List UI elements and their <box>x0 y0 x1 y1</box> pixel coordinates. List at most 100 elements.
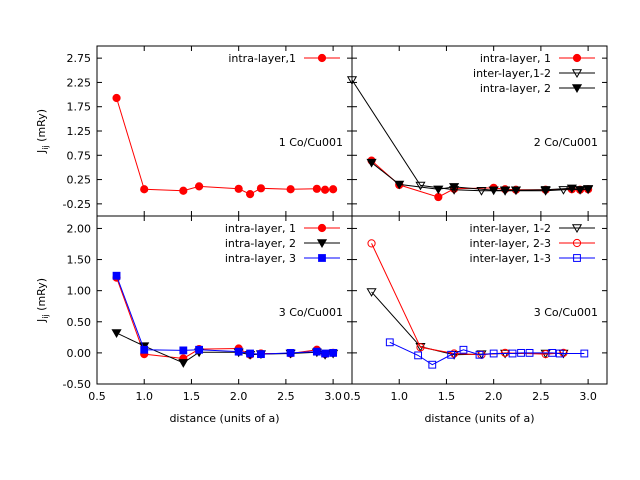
legend-marker <box>571 224 583 233</box>
series-line <box>389 341 585 366</box>
y-tick-label: -0.50 <box>63 378 91 391</box>
data-point <box>320 185 330 194</box>
series-intra-layer-2 <box>366 158 594 196</box>
panel-3co-intra: 2.00 1.50 1.00 0.50 0.00 -0.500.5 1.0 1.5 2.0 2.5… <box>35 215 353 425</box>
x-tick-label: 1.0 <box>135 390 153 403</box>
x-axis-label: distance (units of a) <box>169 412 279 425</box>
legend-marker <box>572 53 582 63</box>
x-tick-label: 1.0 <box>390 390 408 403</box>
data-point <box>246 349 254 358</box>
series-inter-layer-1-3 <box>385 338 589 369</box>
data-point <box>415 181 426 191</box>
data-point <box>367 239 376 248</box>
data-point <box>489 349 498 358</box>
y-tick-label: 2.75 <box>67 52 92 65</box>
y-tick-label: -0.25 <box>63 198 91 211</box>
data-point <box>583 185 594 194</box>
data-point <box>555 349 564 358</box>
legend-label: intra-layer, 1 <box>480 52 551 65</box>
data-point <box>540 186 551 195</box>
data-point <box>179 346 188 355</box>
legend-marker <box>316 239 328 248</box>
data-point <box>459 345 468 354</box>
data-point <box>548 348 557 357</box>
y-tick-label: 2.00 <box>67 222 92 235</box>
data-point <box>112 271 121 280</box>
y-axis-label: Jij (mRy) <box>35 109 50 154</box>
panel-annotation: 1 Co/Cu001 <box>279 136 343 149</box>
legend-marker <box>318 254 326 262</box>
legend-label: inter-layer, 1-3 <box>470 252 551 265</box>
y-tick-label: 1.25 <box>67 125 92 138</box>
data-point <box>525 348 534 357</box>
x-tick-label: 3.0 <box>324 390 342 403</box>
data-point <box>414 351 423 360</box>
legend-label: intra-layer, 3 <box>225 252 296 265</box>
legend-marker <box>573 254 581 262</box>
data-point <box>112 93 121 103</box>
panel-2co: 2 Co/Cu001 intra-layer, 1 inter-layer,1-2 i… <box>346 45 608 217</box>
data-point <box>346 76 358 85</box>
y-tick-label: 1.75 <box>67 101 92 114</box>
data-point <box>140 185 149 194</box>
legend-marker <box>571 69 583 78</box>
y-tick-label: 1.50 <box>67 254 92 267</box>
legend-marker <box>317 53 327 63</box>
data-point <box>257 350 265 359</box>
panel-annotation: 2 Co/Cu001 <box>534 136 598 149</box>
x-tick-label: 2.5 <box>532 390 550 403</box>
data-point <box>475 350 484 359</box>
data-point <box>500 186 511 196</box>
data-point <box>140 345 149 354</box>
legend-label: inter-layer, 2-3 <box>470 237 551 250</box>
data-point <box>385 338 394 347</box>
legend-label: intra-layer, 2 <box>225 237 296 250</box>
data-point <box>366 158 377 168</box>
y-tick-label: 1.00 <box>67 285 92 298</box>
panel-1co: 2.75 2.25 1.75 1.25 0.75 0.25 -0.25 Jij (mRy) 1 … <box>35 45 353 217</box>
data-point <box>256 184 266 193</box>
legend-label: intra-layer, 2 <box>480 82 551 95</box>
data-point <box>195 345 203 354</box>
x-tick-label: 0.5 <box>343 390 361 403</box>
data-point <box>111 329 122 338</box>
legend-marker <box>571 84 583 93</box>
x-tick-label: 2.0 <box>230 390 248 403</box>
data-point <box>179 186 188 195</box>
data-point <box>566 184 577 194</box>
series-line <box>371 291 564 356</box>
data-point <box>447 350 456 359</box>
data-point <box>476 187 487 196</box>
data-point <box>433 185 444 195</box>
y-axis-label: Jij (mRy) <box>35 278 50 323</box>
data-point <box>488 186 499 196</box>
series-line <box>116 332 334 364</box>
data-point <box>194 182 204 191</box>
legend-label: inter-layer, 1-2 <box>470 222 551 235</box>
data-point <box>434 192 443 202</box>
data-point <box>366 288 377 297</box>
series-intra-layer-1 <box>112 93 338 199</box>
series-intra-layer-1 <box>367 156 593 202</box>
data-point <box>321 349 329 358</box>
x-tick-label: 1.5 <box>438 390 456 403</box>
data-point <box>286 185 295 194</box>
x-tick-label: 2.0 <box>485 390 503 403</box>
y-tick-label: 0.50 <box>67 316 92 329</box>
data-point <box>428 360 437 369</box>
data-point <box>312 347 321 356</box>
y-tick-label: 2.25 <box>67 76 92 89</box>
data-point <box>517 348 525 357</box>
y-tick-label: 0.00 <box>67 347 92 360</box>
data-point <box>234 347 243 356</box>
data-point <box>329 185 338 194</box>
legend-label: intra-layer, 1 <box>225 222 296 235</box>
x-axis-label: distance (units of a) <box>424 412 534 425</box>
data-point <box>178 359 189 368</box>
x-tick-label: 3.0 <box>579 390 597 403</box>
data-point <box>312 184 321 193</box>
data-point <box>329 348 338 357</box>
panel-3co-inter: 0.5 1.0 1.5 2.0 2.5 3.0 distance (units of a) 3… <box>343 215 608 425</box>
legend-label: intra-layer,1 <box>228 52 296 65</box>
